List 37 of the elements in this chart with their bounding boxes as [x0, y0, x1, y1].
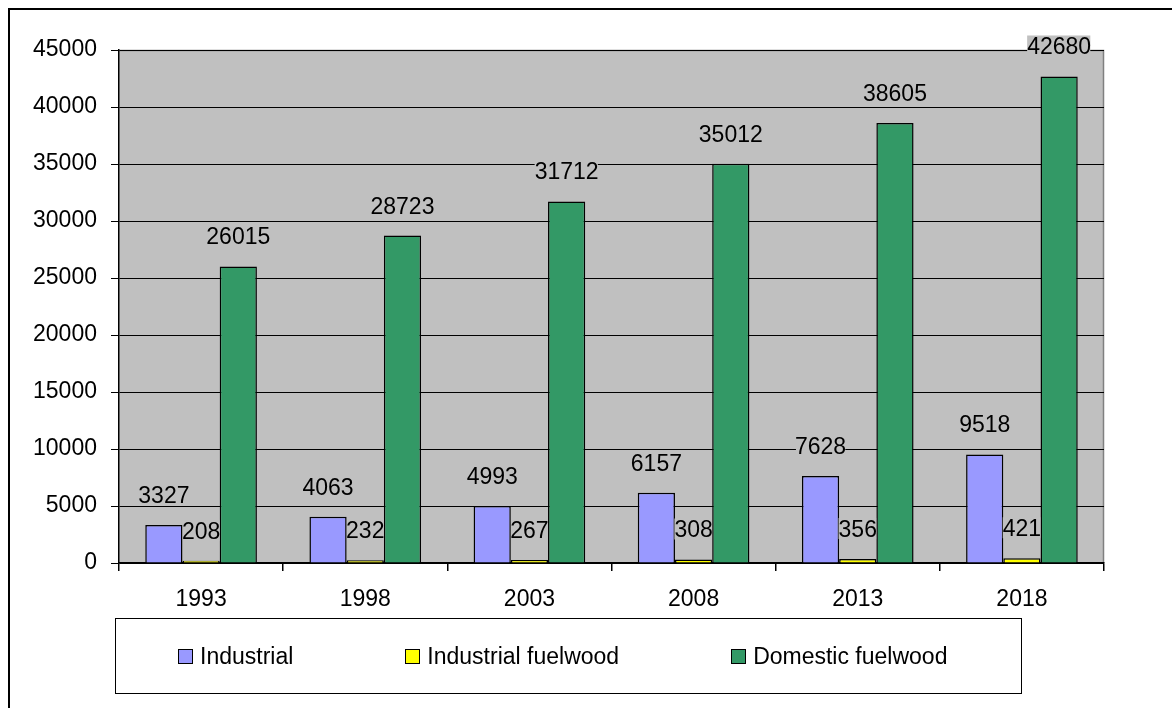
data-label: 356 — [838, 515, 877, 542]
data-label: 421 — [1002, 515, 1042, 542]
data-label: 42680 — [1027, 33, 1092, 60]
data-label: 4063 — [302, 473, 354, 500]
data-label: 208 — [181, 517, 221, 544]
data-label: 9518 — [959, 411, 1011, 438]
y-tick-label: 15000 — [33, 377, 97, 404]
data-label: 267 — [510, 516, 549, 543]
data-label: 38605 — [862, 79, 927, 106]
x-tick-label: 1993 — [175, 585, 227, 612]
y-tick-label: 30000 — [33, 206, 97, 233]
y-tick-label: 45000 — [33, 35, 97, 62]
legend-label: Industrial fuelwood — [427, 642, 620, 670]
x-tick-label: 2018 — [996, 585, 1048, 612]
data-label: 31712 — [534, 158, 599, 185]
y-tick-label: 5000 — [45, 491, 97, 518]
legend-label: Domestic fuelwood — [753, 642, 948, 670]
y-tick-label: 25000 — [33, 263, 97, 290]
data-label: 26015 — [206, 223, 271, 250]
data-label: 28723 — [370, 192, 435, 219]
y-tick-label: 20000 — [33, 320, 97, 347]
legend-label: Industrial — [200, 642, 294, 670]
data-label: 35012 — [698, 120, 763, 147]
y-tick-label: 35000 — [33, 149, 97, 176]
x-tick-label: 1998 — [339, 585, 391, 612]
data-label: 308 — [674, 516, 713, 543]
data-label: 4993 — [466, 463, 518, 490]
data-label: 3327 — [138, 482, 190, 509]
y-tick-label: 40000 — [33, 92, 97, 119]
y-tick-label: 10000 — [33, 434, 97, 461]
x-tick-label: 2003 — [503, 585, 555, 612]
x-tick-label: 2008 — [668, 585, 720, 612]
y-tick-label: 0 — [84, 548, 97, 575]
x-tick-label: 2013 — [832, 585, 884, 612]
data-label: 232 — [346, 517, 385, 544]
data-label: 7628 — [794, 433, 847, 460]
data-label: 6157 — [630, 449, 682, 476]
